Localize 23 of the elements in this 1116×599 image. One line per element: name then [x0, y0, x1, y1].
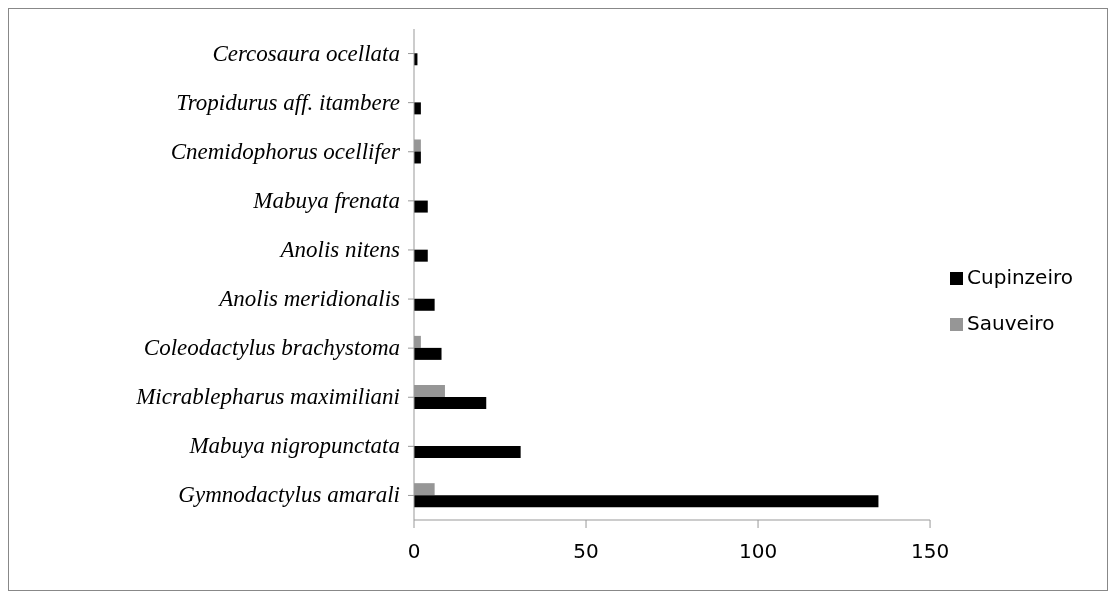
y-tick-label: Anolis meridionalis [217, 286, 401, 312]
y-tick-label: Micrablepharus maximiliani [135, 384, 400, 410]
y-tick-label: Gymnodactylus amarali [178, 482, 400, 508]
x-tick-label: 100 [738, 539, 778, 564]
bar [414, 298, 435, 311]
y-tick-label: Cnemidophorus ocellifer [170, 138, 402, 164]
bar [414, 347, 442, 360]
y-tick-label: Tropidurus aff. itambere [176, 89, 400, 115]
legend-label: Sauveiro [967, 310, 1055, 335]
y-tick-label: Coleodactylus brachystoma [143, 335, 400, 361]
bar [414, 249, 428, 262]
bar [414, 200, 428, 213]
x-tick-label: 0 [407, 539, 421, 564]
y-tick-label: Cercosaura ocellata [212, 40, 400, 66]
bar [414, 495, 879, 508]
y-tick-label: Anolis nitens [278, 236, 401, 262]
bar [414, 396, 487, 409]
bar [414, 446, 521, 459]
x-tick-label: 150 [910, 539, 950, 564]
x-tick-label: 50 [573, 539, 599, 564]
y-tick-label: Mabuya frenata [252, 187, 400, 213]
y-tick-label: Mabuya nigropunctata [188, 433, 400, 459]
legend-label: Cupinzeiro [967, 264, 1073, 289]
